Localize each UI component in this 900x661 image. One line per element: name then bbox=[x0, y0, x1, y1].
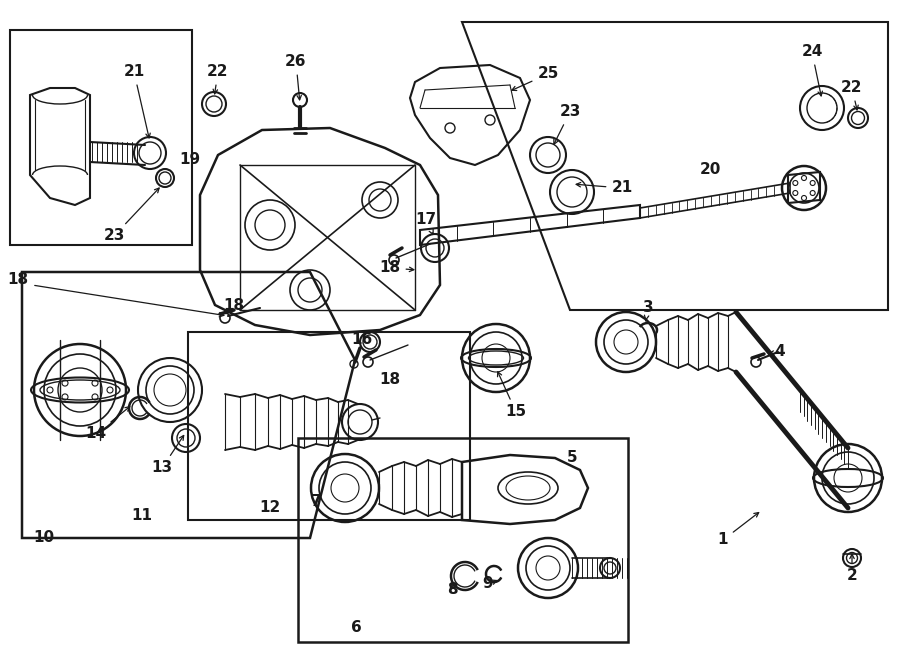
Text: 6: 6 bbox=[351, 621, 362, 635]
Text: 23: 23 bbox=[554, 104, 580, 144]
Bar bbox=[10, 30, 192, 245]
Text: 3: 3 bbox=[643, 301, 653, 321]
Text: 22: 22 bbox=[207, 65, 229, 94]
Text: 7: 7 bbox=[310, 494, 321, 510]
Text: 24: 24 bbox=[801, 44, 823, 96]
Text: 10: 10 bbox=[33, 531, 55, 545]
Text: 15: 15 bbox=[498, 371, 526, 420]
Text: 11: 11 bbox=[131, 508, 152, 524]
Text: 18: 18 bbox=[380, 260, 414, 276]
Text: 12: 12 bbox=[259, 500, 281, 516]
Text: 23: 23 bbox=[104, 188, 159, 243]
Text: 18: 18 bbox=[223, 299, 245, 313]
Text: 19: 19 bbox=[179, 153, 201, 167]
Text: 4: 4 bbox=[769, 344, 786, 360]
Text: 2: 2 bbox=[847, 554, 858, 584]
Text: 22: 22 bbox=[842, 81, 863, 110]
Text: 5: 5 bbox=[567, 451, 577, 465]
Text: 26: 26 bbox=[285, 54, 307, 100]
Text: 8: 8 bbox=[446, 582, 457, 598]
Text: 14: 14 bbox=[86, 407, 130, 442]
Text: 21: 21 bbox=[123, 65, 150, 138]
Text: 21: 21 bbox=[576, 180, 633, 196]
Text: 9: 9 bbox=[482, 576, 497, 592]
Text: 16: 16 bbox=[351, 332, 373, 348]
Text: 17: 17 bbox=[416, 212, 436, 234]
Text: 25: 25 bbox=[512, 67, 559, 91]
Text: 18: 18 bbox=[380, 373, 400, 387]
Text: 1: 1 bbox=[718, 512, 759, 547]
Text: 13: 13 bbox=[151, 436, 184, 475]
Text: 18: 18 bbox=[7, 272, 29, 288]
Text: 20: 20 bbox=[699, 163, 721, 178]
